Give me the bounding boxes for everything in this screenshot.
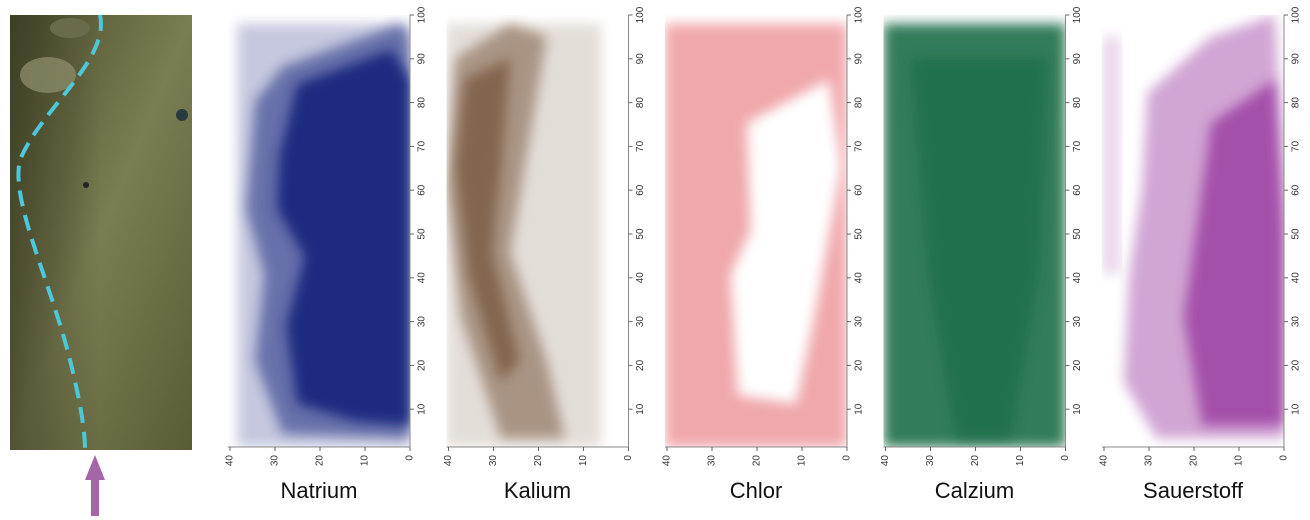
heatmap [665, 23, 847, 447]
panel-label: Sauerstoff [1143, 478, 1244, 503]
heatmap [1102, 15, 1284, 439]
y-tick-label: 80 [417, 97, 428, 109]
y-tick-label: 40 [417, 272, 428, 284]
heatmap [237, 23, 410, 447]
heatmap [883, 23, 1066, 447]
y-tick-label: 90 [635, 53, 646, 65]
x-tick-label: 10 [1015, 455, 1026, 467]
x-tick-label: 30 [925, 455, 936, 467]
y-tick-label: 70 [854, 140, 865, 152]
y-tick-label: 80 [854, 97, 865, 109]
y-tick-label: 50 [854, 228, 865, 240]
x-tick-label: 30 [488, 455, 499, 467]
panel-label: Chlor [730, 478, 783, 503]
x-tick-label: 20 [533, 455, 544, 467]
y-tick-label: 30 [635, 316, 646, 328]
x-tick-label: 10 [1234, 455, 1245, 467]
y-tick-label: 20 [635, 359, 646, 371]
y-tick-label: 60 [417, 184, 428, 196]
y-tick-label: 50 [635, 228, 646, 240]
x-tick-label: 0 [1060, 455, 1071, 461]
panel-label: Natrium [280, 478, 357, 503]
y-tick-label: 90 [854, 53, 865, 65]
y-tick-label: 100 [854, 6, 865, 23]
heat-region [455, 58, 520, 383]
heatmap [446, 23, 602, 447]
y-tick-label: 10 [417, 403, 428, 415]
y-tick-label: 70 [1072, 140, 1083, 152]
x-tick-label: 40 [1099, 455, 1110, 467]
y-tick-label: 80 [1291, 97, 1302, 109]
heat-hole [730, 79, 842, 404]
y-tick-label: 30 [1072, 316, 1083, 328]
y-tick-label: 70 [635, 140, 646, 152]
y-tick-label: 10 [635, 403, 646, 415]
y-tick-label: 50 [1072, 228, 1083, 240]
y-tick-label: 90 [1072, 53, 1083, 65]
arrow [85, 455, 105, 516]
y-tick-label: 40 [1072, 272, 1083, 284]
y-tick-label: 40 [854, 272, 865, 284]
x-tick-label: 0 [1279, 455, 1290, 461]
x-tick-label: 30 [707, 455, 718, 467]
y-tick-label: 20 [1072, 359, 1083, 371]
y-tick-label: 100 [417, 6, 428, 23]
y-tick-label: 30 [417, 316, 428, 328]
x-tick-label: 0 [623, 455, 634, 461]
x-tick-label: 20 [970, 455, 981, 467]
y-tick-label: 20 [417, 359, 428, 371]
y-tick-label: 20 [1291, 359, 1302, 371]
x-tick-label: 20 [1189, 455, 1200, 467]
y-tick-label: 60 [1291, 184, 1302, 196]
y-tick-label: 50 [1291, 228, 1302, 240]
x-tick-label: 30 [270, 455, 281, 467]
panel-label: Kalium [504, 478, 571, 503]
x-tick-label: 20 [315, 455, 326, 467]
y-tick-label: 70 [1291, 140, 1302, 152]
y-tick-label: 60 [635, 184, 646, 196]
x-tick-label: 10 [578, 455, 589, 467]
x-tick-label: 40 [662, 455, 673, 467]
y-tick-label: 100 [1072, 6, 1083, 23]
heat-region [1102, 36, 1121, 275]
y-tick-label: 90 [1291, 53, 1302, 65]
photo [10, 14, 192, 451]
y-tick-label: 60 [854, 184, 865, 196]
x-tick-label: 40 [225, 455, 236, 467]
panel-label: Calzium [935, 478, 1014, 503]
x-tick-label: 0 [405, 455, 416, 461]
x-tick-label: 40 [880, 455, 891, 467]
x-tick-label: 10 [360, 455, 371, 467]
y-tick-label: 80 [1072, 97, 1083, 109]
y-tick-label: 80 [635, 97, 646, 109]
y-tick-label: 60 [1072, 184, 1083, 196]
x-tick-label: 40 [443, 455, 454, 467]
heat-region [277, 49, 410, 426]
x-tick-label: 10 [797, 455, 808, 467]
y-tick-label: 70 [417, 140, 428, 152]
x-tick-label: 0 [842, 455, 853, 461]
y-tick-label: 50 [417, 228, 428, 240]
y-tick-label: 10 [1072, 403, 1083, 415]
heat-region [1183, 79, 1284, 426]
y-tick-label: 40 [635, 272, 646, 284]
x-tick-label: 30 [1144, 455, 1155, 467]
y-tick-label: 10 [1291, 403, 1302, 415]
y-tick-label: 20 [854, 359, 865, 371]
y-tick-label: 30 [854, 316, 865, 328]
y-tick-label: 90 [417, 53, 428, 65]
y-tick-label: 40 [1291, 272, 1302, 284]
y-tick-label: 30 [1291, 316, 1302, 328]
y-tick-label: 100 [635, 6, 646, 23]
y-tick-label: 100 [1291, 6, 1302, 23]
heat-region [910, 58, 1048, 439]
y-tick-label: 10 [854, 403, 865, 415]
x-tick-label: 20 [752, 455, 763, 467]
